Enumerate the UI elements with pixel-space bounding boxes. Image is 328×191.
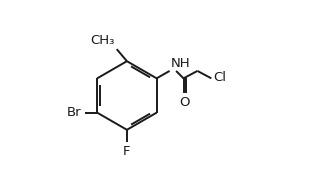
Text: Cl: Cl (213, 71, 226, 84)
Text: CH₃: CH₃ (90, 34, 114, 47)
Text: NH: NH (171, 57, 190, 70)
Text: Br: Br (67, 106, 82, 119)
Text: F: F (123, 145, 131, 158)
Text: O: O (179, 96, 190, 109)
